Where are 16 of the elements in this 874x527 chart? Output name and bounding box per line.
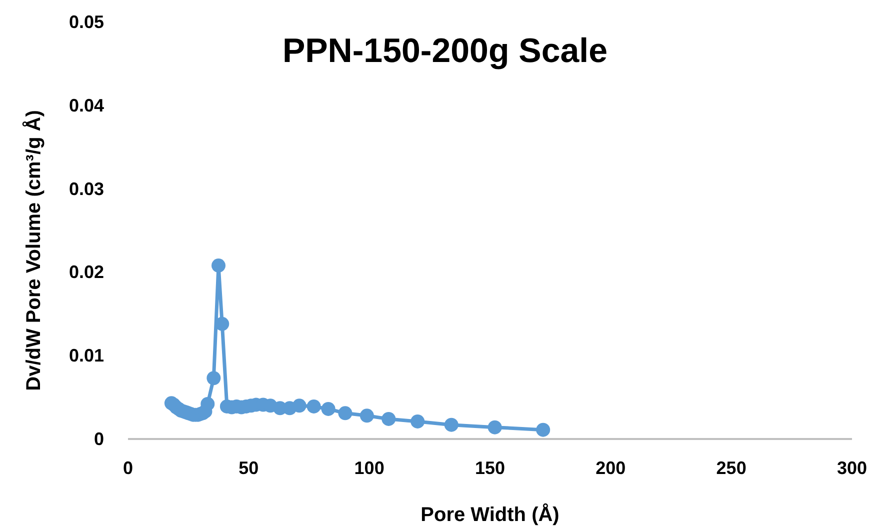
y-tick-label: 0.03	[68, 178, 104, 199]
x-tick-label: 100	[354, 458, 384, 478]
x-tick-label: 300	[836, 458, 868, 478]
y-tick-label: 0.04	[68, 95, 104, 116]
y-tick-label: 0.02	[68, 262, 104, 282]
y-tick-label: 0	[94, 429, 104, 449]
y-axis-title: Dv/dW Pore Volume (cm³/g Å)	[22, 110, 45, 391]
x-tick-label: 200	[596, 458, 626, 478]
x-tick-label: 0	[122, 458, 134, 478]
y-tick-label: 0.01	[68, 346, 104, 366]
chart-title: PPN-150-200g Scale	[282, 32, 608, 70]
x-tick-label: 250	[716, 458, 746, 478]
x-tick-label: 50	[238, 458, 259, 478]
y-tick-label: 0.05	[68, 12, 104, 32]
x-axis-title: Pore Width (Å)	[420, 503, 560, 526]
x-tick-label: 150	[474, 458, 506, 478]
